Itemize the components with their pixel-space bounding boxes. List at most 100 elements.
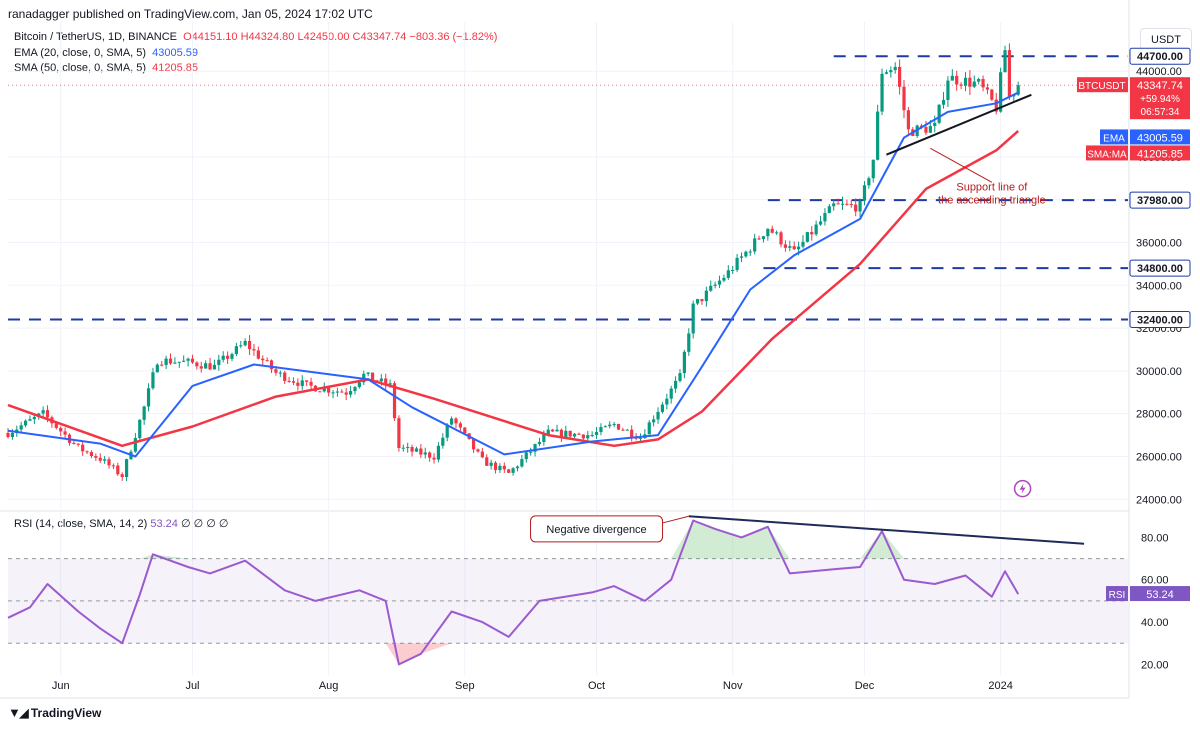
- level-tag-text: 34800.00: [1137, 263, 1183, 275]
- candle-down: [195, 362, 199, 367]
- candle-up: [695, 299, 700, 304]
- candle-down: [305, 380, 309, 382]
- candle-up: [753, 238, 757, 252]
- candle-down: [955, 75, 959, 85]
- divergence-callout-text: Negative divergence: [546, 524, 646, 536]
- candle-up: [423, 452, 427, 455]
- candle-down: [261, 358, 265, 361]
- candle-down: [410, 447, 414, 452]
- candle-down: [340, 391, 344, 393]
- candle-up: [177, 361, 181, 363]
- candle-down: [432, 457, 436, 460]
- divergence-trendline: [688, 515, 1085, 545]
- ema-label-tag: [1100, 129, 1128, 145]
- ema-legend: EMA (20, close, 0, SMA, 5) 43005.59: [14, 47, 198, 59]
- candle-down: [199, 366, 203, 369]
- candle-down: [291, 381, 296, 383]
- rsi-overbought-fill: [715, 528, 742, 559]
- ema-legend-label[interactable]: EMA (20, close, 0, SMA, 5): [14, 47, 147, 59]
- candle-up: [590, 435, 594, 437]
- candle-down: [98, 457, 102, 461]
- candle-up: [498, 465, 502, 471]
- time-tick-label: Aug: [319, 680, 339, 692]
- ema-legend-value: 43005.59: [152, 47, 199, 59]
- candle-down: [902, 86, 906, 111]
- candle-up: [524, 452, 528, 460]
- candle-down: [485, 457, 489, 466]
- divergence-callout-box: [530, 515, 664, 543]
- candle-up: [801, 241, 805, 247]
- candle-up: [173, 362, 177, 364]
- candle-down: [577, 433, 581, 435]
- price-tick-label: 28000.00: [1136, 409, 1182, 421]
- candle-up: [133, 438, 137, 452]
- candle-down: [551, 429, 555, 432]
- ema-label-tag-text: EMA: [1103, 133, 1125, 144]
- candle-down: [994, 99, 998, 112]
- candle-up: [445, 424, 449, 438]
- candle-down: [59, 427, 63, 432]
- candle-up: [138, 419, 142, 439]
- candle-up: [511, 468, 515, 473]
- candle-up: [599, 427, 603, 433]
- rsi-legend-label[interactable]: RSI (14, close, SMA, 14, 2): [14, 518, 148, 530]
- symbol-name[interactable]: Bitcoin / TetherUS, 1D, BINANCE: [14, 31, 178, 43]
- rsi-tick-label: 20.00: [1141, 659, 1169, 671]
- candle-up: [1003, 50, 1007, 73]
- candle-up: [300, 380, 304, 386]
- candle-up: [450, 418, 454, 425]
- candle-up: [638, 438, 643, 440]
- rsi-tick-label: 80.00: [1141, 532, 1169, 544]
- candle-down: [454, 418, 458, 424]
- tv-logo-text: TradingView: [30, 706, 102, 720]
- candle-up: [23, 420, 28, 426]
- tradingview-logo[interactable]: ▼◢ TradingView: [8, 705, 101, 721]
- candle-down: [568, 430, 572, 437]
- candle-down: [476, 449, 480, 452]
- candle-down: [757, 238, 761, 240]
- candle-down: [616, 424, 621, 430]
- rsi-oversold-fill: [420, 643, 452, 654]
- rsi-oversold-fill: [398, 643, 421, 665]
- rsi-overbought-fill: [741, 526, 768, 559]
- candle-down: [107, 459, 111, 466]
- candle-up: [722, 277, 726, 281]
- candle-up: [744, 251, 748, 257]
- candle-up: [366, 372, 370, 374]
- moving-averages: [7, 91, 1020, 458]
- rsi-line: [7, 519, 1020, 666]
- ema20-line: [7, 91, 1019, 458]
- candle-up: [239, 345, 243, 347]
- time-tick-label: Jun: [52, 680, 70, 692]
- candles: [6, 43, 1020, 482]
- candle-down: [45, 410, 50, 418]
- btc-bar-countdown: 06:57:34: [1141, 107, 1180, 118]
- btc-price-value: 43347.74: [1137, 80, 1183, 92]
- candle-down: [54, 423, 58, 428]
- candle-up: [867, 178, 871, 186]
- sma50-line: [7, 130, 1020, 448]
- candle-down: [269, 360, 274, 370]
- ema-price-tag: [1130, 129, 1190, 145]
- candle-up: [889, 70, 893, 73]
- candle-up: [234, 346, 238, 355]
- candle-up: [1016, 85, 1020, 95]
- candle-down: [480, 451, 484, 458]
- candle-down: [116, 465, 120, 475]
- candle-up: [124, 459, 129, 478]
- candle-up: [941, 99, 946, 105]
- candle-up: [155, 364, 159, 373]
- candle-down: [208, 363, 212, 370]
- candle-up: [871, 159, 875, 179]
- candle-down: [581, 434, 585, 439]
- btc-symbol-tag: [1077, 77, 1128, 93]
- candle-down: [502, 465, 506, 470]
- candle-down: [981, 79, 985, 88]
- candle-up: [529, 451, 533, 453]
- time-tick-label: Nov: [723, 680, 743, 692]
- rsi-overbought-fill: [767, 526, 790, 559]
- candle-down: [924, 126, 928, 133]
- candle-up: [28, 419, 32, 421]
- candle-down: [296, 382, 300, 386]
